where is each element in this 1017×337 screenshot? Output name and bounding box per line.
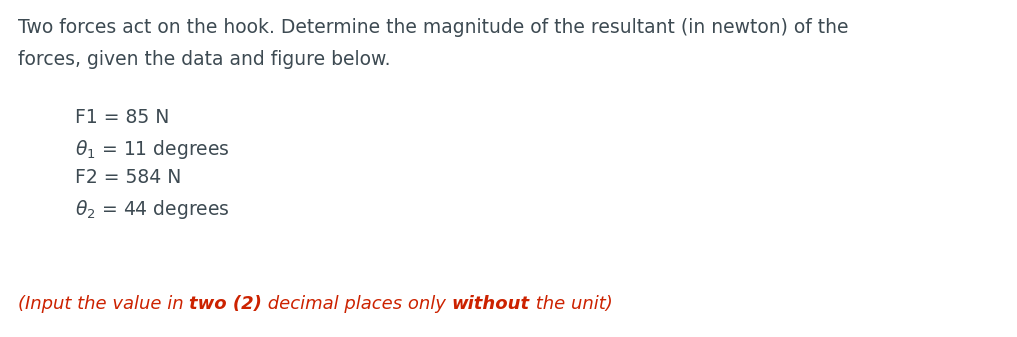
Text: F2 = 584 N: F2 = 584 N <box>75 168 181 187</box>
Text: the unit): the unit) <box>530 295 613 313</box>
Text: decimal places only: decimal places only <box>262 295 452 313</box>
Text: without: without <box>452 295 530 313</box>
Text: $\theta_2$ = 44 degrees: $\theta_2$ = 44 degrees <box>75 198 230 221</box>
Text: F1 = 85 N: F1 = 85 N <box>75 108 170 127</box>
Text: two (2): two (2) <box>189 295 262 313</box>
Text: (Input the value in: (Input the value in <box>18 295 189 313</box>
Text: Two forces act on the hook. Determine the magnitude of the resultant (in newton): Two forces act on the hook. Determine th… <box>18 18 848 37</box>
Text: forces, given the data and figure below.: forces, given the data and figure below. <box>18 50 391 69</box>
Text: $\theta_1$ = 11 degrees: $\theta_1$ = 11 degrees <box>75 138 230 161</box>
